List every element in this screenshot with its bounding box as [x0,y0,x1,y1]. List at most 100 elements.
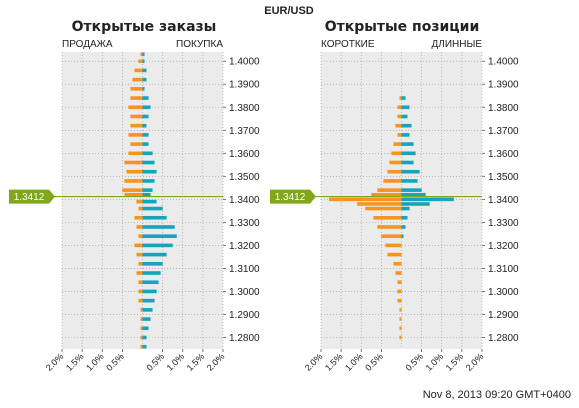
orders-bar [142,77,147,82]
orders-bar [142,96,149,100]
orders-bar [140,52,143,57]
positions-y-tick-label: 1.3300 [488,218,519,229]
orders-bar [142,59,145,64]
orders-bar [138,289,143,294]
orders-bar [128,151,143,156]
orders-bar [134,68,143,73]
positions-x-tick-label: 2.0% [464,351,486,373]
orders-bar [130,114,143,119]
positions-bar [397,289,402,294]
positions-bar [383,179,402,183]
orders-y-tick-label: 1.4000 [229,57,260,68]
positions-y-tick-label: 1.3500 [488,172,519,183]
orders-bar [140,326,143,331]
positions-y-tick-label: 1.3600 [488,149,519,160]
positions-bar [401,142,414,146]
orders-bar [130,96,143,100]
orders-x-tick-label: 1.0% [165,351,187,373]
current-price-line: 1.3412 1.3412 [9,189,482,204]
orders-y-tick-label: 1.2900 [229,310,260,321]
positions-bar [399,96,402,100]
orders-x-tick-label: 2.0% [205,351,227,373]
orders-bar [138,262,143,266]
positions-bar [397,298,402,303]
positions-chart: Открытые позиции КОРОТКИЕ ДЛИННЫЕ 1.4000… [303,19,519,373]
orders-y-tick-label: 1.3400 [229,195,260,206]
orders-bar [142,123,147,128]
positions-bar [401,225,406,229]
positions-bar [387,252,402,257]
positions-left-label: КОРОТКИЕ [321,39,375,50]
orders-right-label: ПОКУПКА [176,39,223,50]
positions-y-tick-label: 1.3000 [488,287,519,298]
orders-bar [140,344,143,349]
positions-y-tick-label: 1.4000 [488,57,519,68]
orders-left-label: ПРОДАЖА [62,39,113,50]
positions-x-axis: 2.0%1.5%1.0%0.5% 0.5%1.0%1.5%2.0% [303,349,486,373]
orders-bar [142,344,147,349]
orders-bar [132,77,143,82]
positions-bar [401,123,412,128]
orders-y-tick-label: 1.3300 [229,218,260,229]
orders-bar [140,317,143,321]
orders-bar [142,160,155,165]
orders-bar [138,206,143,211]
orders-bar [138,59,143,64]
orders-y-tick-label: 1.3000 [229,287,260,298]
orders-bar [124,192,143,197]
orders-bar [140,308,143,312]
orders-bar [142,188,153,192]
orders-bar [142,243,173,248]
positions-bar [401,234,404,238]
orders-bar [142,252,167,257]
symbol-title: EUR/USD [264,5,314,17]
positions-bar [401,215,408,220]
positions-bar [373,215,402,220]
orders-bar [142,52,145,57]
positions-bar [397,133,402,137]
orders-y-tick-label: 1.3100 [229,264,260,275]
orders-bar [142,234,177,238]
positions-x-tick-label: 0.5% [403,351,425,373]
orders-bar [124,160,143,165]
positions-bar [391,151,402,156]
positions-y-tick-label: 1.3700 [488,126,519,137]
positions-bar [401,114,408,119]
orders-bar [122,188,143,192]
orders-bar [142,192,151,197]
orders-bar [142,289,157,294]
positions-bar [401,169,420,174]
positions-bar [389,160,402,165]
orders-bar [142,179,155,183]
orders-bar [142,114,149,119]
positions-y-tick-label: 1.3400 [488,195,519,206]
orders-bar [134,215,143,220]
orders-y-axis: 1.4000 1.3900 1.3800 1.3700 1.3600 1.3500 1.34… [223,57,260,344]
orders-bar [138,298,143,303]
timestamp: Nov 8, 2013 09:20 GMT+0400 [423,389,571,401]
orders-bar [138,280,143,285]
positions-bar [401,160,414,165]
orders-x-tick-label: 2.0% [44,351,66,373]
orders-bar [130,123,143,128]
orders-bar [128,105,143,110]
positions-bar [329,197,402,202]
orders-bar [128,133,143,137]
positions-x-tick-label: 1.0% [424,351,446,373]
orders-x-tick-label: 1.5% [185,351,207,373]
orders-y-tick-label: 1.3200 [229,241,260,252]
positions-bar [365,206,402,211]
price-label-positions: 1.3412 [275,192,306,203]
orders-bar [142,326,149,331]
positions-y-tick-label: 1.3200 [488,241,519,252]
positions-bar [401,133,410,137]
orders-bar [142,133,149,137]
positions-bar [401,151,416,156]
positions-bar [357,202,402,206]
orders-bar [126,169,143,174]
orders-bar [142,225,175,229]
orders-y-tick-label: 1.3700 [229,126,260,137]
price-label-orders: 1.3412 [14,192,45,203]
positions-bar [377,188,402,192]
price-label-orders-tag [9,189,55,204]
